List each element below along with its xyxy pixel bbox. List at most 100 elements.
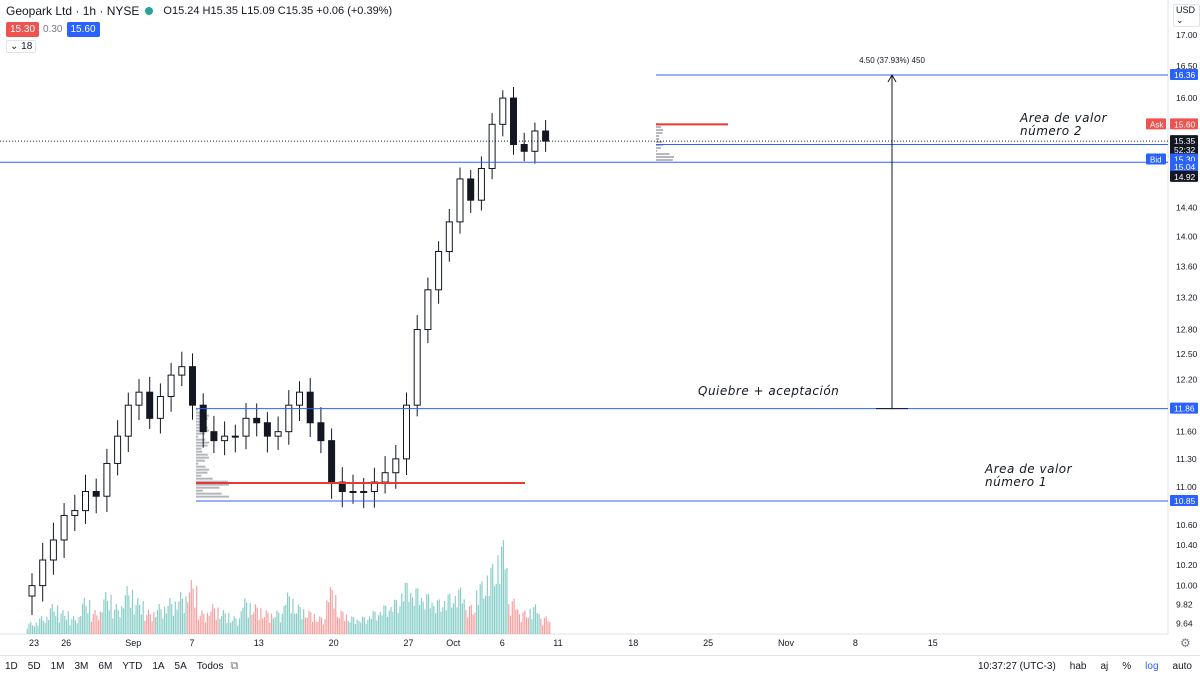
volume-bar	[306, 617, 308, 634]
volume-bar	[372, 610, 374, 634]
volume-bar	[522, 612, 524, 634]
range-6m[interactable]: 6M	[98, 660, 113, 672]
buy-button[interactable]: 15.60	[66, 22, 100, 37]
volume-bar	[438, 599, 440, 634]
chart-annotation: número 2	[1020, 124, 1082, 138]
chart-annotation: Area de valor	[984, 462, 1073, 476]
volume-bar	[140, 614, 142, 634]
volume-bar	[221, 616, 223, 634]
volume-bar	[83, 598, 85, 634]
volume-bar	[545, 616, 547, 634]
adjust-toggle[interactable]: aj	[1100, 660, 1109, 672]
volume-bar	[46, 616, 48, 634]
volume-bar	[56, 605, 59, 634]
volume-bar	[197, 619, 200, 634]
y-tick-label: 16.00	[1176, 93, 1198, 103]
volume-bar	[445, 610, 447, 634]
volume-bar	[461, 603, 463, 634]
volume-bar	[497, 555, 499, 634]
volume-bar	[383, 605, 385, 634]
volume-bar	[411, 597, 414, 634]
volume-bar	[336, 617, 339, 634]
volume-bar	[315, 621, 317, 634]
volume-bar	[263, 616, 266, 634]
volume-bar	[356, 619, 358, 634]
volume-bar	[295, 613, 298, 634]
volume-bar	[486, 575, 488, 634]
volume-bar	[115, 604, 118, 634]
range-ytd[interactable]: YTD	[122, 660, 143, 672]
volume-bar	[490, 568, 492, 634]
volume-bar	[335, 595, 337, 634]
axis-price-tag-bg	[1170, 170, 1198, 182]
candle-body	[124, 404, 132, 437]
x-tick-label: Oct	[446, 638, 461, 648]
indicators-toggle[interactable]: ⌄ 18	[6, 40, 37, 53]
volume-bar	[114, 609, 116, 634]
volume-bar	[506, 567, 508, 634]
x-tick-label: 23	[29, 638, 39, 648]
log-toggle[interactable]: log	[1145, 660, 1159, 672]
volume-profile-row	[196, 459, 205, 462]
volume-bar	[231, 620, 233, 634]
volume-profile-row	[196, 474, 202, 477]
candle-body	[435, 251, 443, 291]
volume-bar	[370, 618, 373, 634]
volume-bar	[272, 618, 274, 634]
volume-bar	[524, 610, 526, 634]
symbol-title[interactable]: Geopark Ltd · 1h · NYSE	[6, 4, 140, 18]
volume-bar	[401, 593, 403, 634]
range-3m[interactable]: 3M	[74, 660, 89, 672]
volume-bar	[538, 614, 540, 634]
volume-bar	[204, 622, 207, 634]
range-todos[interactable]: Todos	[196, 660, 224, 672]
volume-bar	[329, 587, 332, 634]
volume-bar	[358, 620, 360, 634]
currency-selector[interactable]: USD ⌄	[1173, 4, 1200, 27]
volume-bar	[85, 606, 87, 634]
volume-bar	[246, 602, 248, 634]
volume-bar	[81, 603, 84, 634]
volume-bar	[99, 611, 101, 634]
gear-icon[interactable]: ⚙	[1180, 636, 1191, 650]
session-toggle[interactable]: hab	[1069, 660, 1087, 672]
candle-body	[28, 585, 36, 597]
auto-toggle[interactable]: auto	[1172, 660, 1192, 672]
candle-body	[542, 130, 550, 142]
volume-bar	[451, 607, 453, 634]
range-5a[interactable]: 5A	[174, 660, 187, 672]
axis-price-tag-bg	[1170, 69, 1198, 80]
date-range-icon[interactable]: ⧉	[230, 659, 239, 672]
volume-profile-row	[196, 432, 206, 435]
candle-body	[39, 559, 47, 587]
volume-bar	[39, 618, 41, 634]
volume-bar	[242, 607, 244, 634]
clock-readout[interactable]: 10:37:27 (UTC-3)	[977, 660, 1056, 672]
volume-bar	[28, 623, 30, 634]
volume-bar	[285, 604, 287, 634]
candle-body	[114, 435, 122, 464]
volume-bar	[147, 610, 150, 634]
volume-bar	[90, 621, 93, 634]
range-1d[interactable]: 1D	[5, 660, 18, 672]
volume-bar	[203, 613, 205, 634]
volume-bar	[413, 605, 415, 634]
sell-button[interactable]: 15.30	[6, 22, 40, 37]
volume-bar	[196, 585, 198, 634]
volume-bar	[26, 628, 28, 634]
axis-price-tag-bg	[1170, 161, 1198, 173]
axis-price-tag: 15.60	[1174, 119, 1196, 129]
range-1a[interactable]: 1A	[152, 660, 165, 672]
volume-bar	[322, 624, 324, 634]
volume-bar	[80, 616, 82, 634]
volume-bar	[436, 600, 439, 634]
volume-profile-row	[196, 471, 208, 474]
range-5d[interactable]: 5D	[27, 660, 41, 672]
percent-toggle[interactable]: %	[1122, 660, 1132, 672]
range-1m[interactable]: 1M	[50, 660, 65, 672]
volume-bar	[460, 587, 462, 634]
y-tick-label: 11.60	[1176, 427, 1197, 437]
volume-bar	[274, 617, 276, 634]
